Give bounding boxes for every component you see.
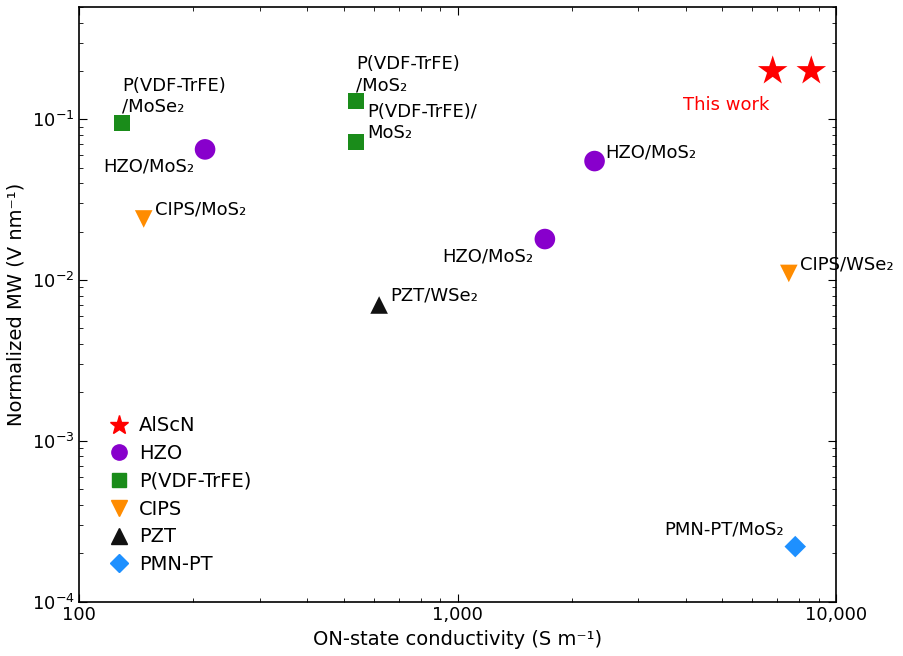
Text: HZO/MoS₂: HZO/MoS₂	[442, 247, 533, 266]
Point	[781, 268, 796, 279]
Text: CIPS/WSe₂: CIPS/WSe₂	[799, 255, 892, 274]
Text: PMN-PT/MoS₂: PMN-PT/MoS₂	[664, 520, 783, 539]
Text: HZO/MoS₂: HZO/MoS₂	[103, 157, 194, 176]
Point	[198, 144, 212, 155]
Y-axis label: Normalized MW (V nm⁻¹): Normalized MW (V nm⁻¹)	[7, 182, 26, 426]
Text: PZT/WSe₂: PZT/WSe₂	[390, 287, 478, 305]
Legend: AlScN, HZO, P(VDF-TrFE), CIPS, PZT, PMN-PT: AlScN, HZO, P(VDF-TrFE), CIPS, PZT, PMN-…	[112, 417, 251, 574]
Text: CIPS/MoS₂: CIPS/MoS₂	[154, 201, 246, 219]
Point	[115, 117, 129, 128]
Text: P(VDF-TrFE)
/MoSe₂: P(VDF-TrFE) /MoSe₂	[122, 77, 226, 116]
Point	[537, 234, 552, 244]
Point	[349, 137, 363, 148]
Point	[803, 66, 817, 76]
Point	[787, 541, 802, 552]
Point	[371, 300, 386, 310]
Text: P(VDF-TrFE)
/MoS₂: P(VDF-TrFE) /MoS₂	[356, 55, 460, 94]
Text: P(VDF-TrFE)/
MoS₂: P(VDF-TrFE)/ MoS₂	[368, 104, 477, 142]
X-axis label: ON-state conductivity (S m⁻¹): ON-state conductivity (S m⁻¹)	[312, 630, 601, 649]
Point	[136, 214, 151, 224]
Point	[349, 96, 363, 106]
Point	[765, 66, 779, 76]
Text: This work: This work	[683, 96, 768, 114]
Point	[587, 156, 601, 167]
Text: HZO/MoS₂: HZO/MoS₂	[605, 143, 696, 161]
